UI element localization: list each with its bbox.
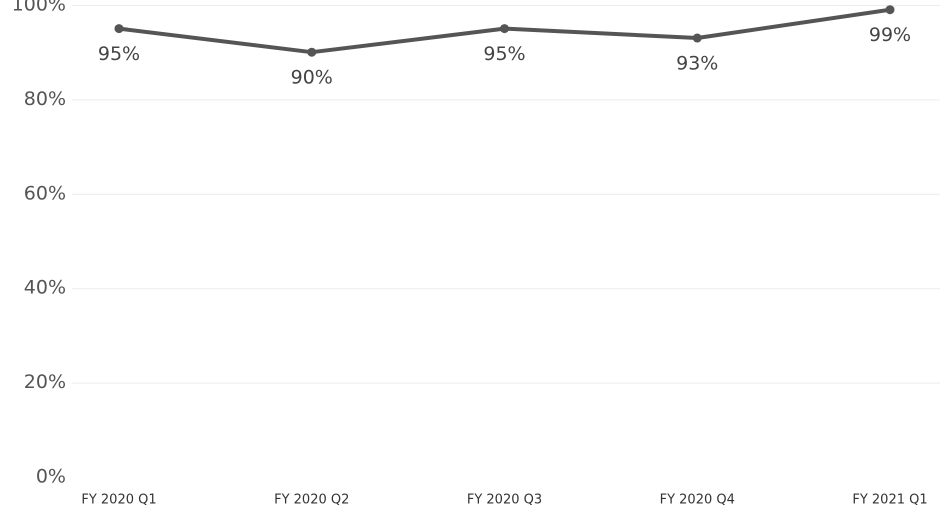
x-tick-label: FY 2021 Q1: [852, 493, 927, 508]
data-label: 93%: [676, 53, 718, 75]
data-label: 95%: [98, 43, 140, 65]
data-labels: 95% 90% 95% 93% 99%: [98, 24, 911, 88]
y-tick-label: 100%: [12, 0, 66, 16]
y-tick-label: 20%: [24, 371, 66, 393]
x-axis-ticks: FY 2020 Q1 FY 2020 Q2 FY 2020 Q3 FY 2020 Q4…: [81, 493, 927, 508]
y-tick-label: 60%: [24, 182, 66, 204]
data-point: [885, 5, 895, 15]
x-tick-label: FY 2020 Q3: [467, 493, 542, 508]
data-point: [692, 33, 702, 43]
x-tick-label: FY 2020 Q1: [81, 493, 156, 508]
y-tick-label: 0%: [36, 466, 66, 488]
data-label: 90%: [291, 67, 333, 89]
data-points: [114, 5, 895, 57]
data-label: 95%: [483, 43, 525, 65]
data-point: [500, 24, 509, 34]
y-axis-ticks: 0% 20% 40% 60% 80% 100%: [12, 0, 66, 488]
y-tick-label: 80%: [24, 88, 66, 110]
gridlines: [72, 5, 940, 384]
x-tick-label: FY 2020 Q2: [274, 493, 349, 508]
y-tick-label: 40%: [24, 277, 66, 299]
data-point: [114, 24, 124, 34]
x-tick-label: FY 2020 Q4: [660, 493, 735, 508]
data-label: 99%: [869, 24, 911, 46]
data-point: [307, 47, 317, 57]
